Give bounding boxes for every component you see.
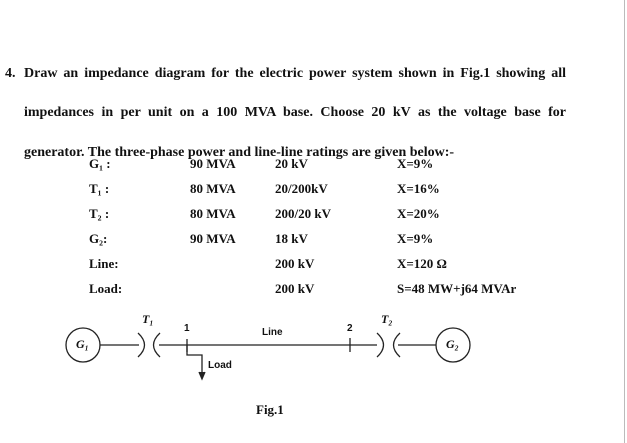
rating-voltage-cell: 20/200kV — [275, 181, 328, 196]
rating-power-cell: 90 MVA — [190, 231, 236, 246]
rating-value-cell: S=48 MW+j64 MVAr — [397, 281, 517, 296]
rating-value-cell: X=9% — [397, 231, 434, 246]
rating-voltage-cell: 20 kV — [275, 156, 308, 171]
line-label: Line — [262, 327, 283, 338]
transformer-t2-symbol — [376, 332, 401, 358]
question-line-1: Draw an impedance diagram for the electr… — [24, 66, 566, 81]
rating-name-cell: G₁ : — [89, 156, 111, 171]
rating-value-cell: X=9% — [397, 156, 434, 171]
generator-g2-symbol — [435, 327, 471, 363]
rating-value-cell: X=20% — [397, 206, 440, 221]
rating-power-cell: 90 MVA — [190, 156, 236, 171]
bus-1-label: 1 — [184, 323, 190, 334]
rating-value-cell: X=120 Ω — [397, 256, 447, 271]
rating-power-cell: 80 MVA — [190, 206, 236, 221]
rating-name-cell: G₂: — [89, 231, 108, 246]
rating-name-cell: Line: — [89, 256, 119, 271]
g2-label: G₂ — [446, 337, 459, 351]
rating-voltage-cell: 200 kV — [275, 256, 315, 271]
g1-label: G₁ — [76, 337, 89, 351]
load-arrow-icon — [198, 371, 206, 381]
rating-name-cell: T₁ : — [89, 181, 110, 196]
t1-label: T₁ — [142, 312, 154, 326]
question-line-3: generator. The three-phase power and lin… — [24, 145, 455, 160]
rating-voltage-cell: 200/20 kV — [275, 206, 331, 221]
rating-name-cell: Load: — [89, 281, 123, 296]
t2-label: T₂ — [381, 312, 393, 326]
rating-power-cell: 80 MVA — [190, 181, 236, 196]
load-label: Load — [208, 360, 232, 371]
transformer-t1-symbol — [137, 332, 161, 358]
page-edge-divider — [624, 0, 625, 443]
question-line-2: impedances in per unit on a 100 MVA base… — [24, 105, 566, 120]
rating-voltage-cell: 200 kV — [275, 281, 315, 296]
bus-2-label: 2 — [347, 323, 353, 334]
rating-voltage-cell: 18 kV — [275, 231, 308, 246]
question-number: 4. — [5, 66, 16, 81]
figure-caption: Fig.1 — [256, 402, 284, 417]
rating-name-cell: T₂ : — [89, 206, 110, 221]
load-tap — [186, 345, 203, 376]
rating-value-cell: X=16% — [397, 181, 440, 196]
